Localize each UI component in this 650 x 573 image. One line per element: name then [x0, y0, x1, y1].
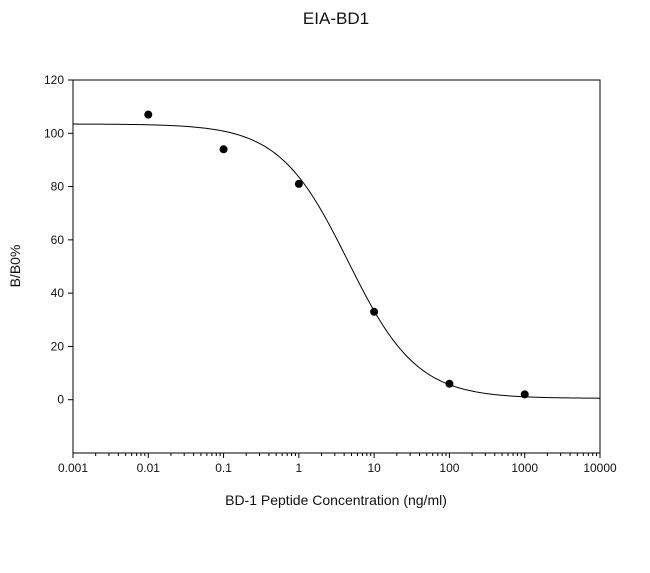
- chart-title: EIA-BD1: [303, 9, 369, 28]
- y-axis-title: B/B0%: [7, 245, 23, 288]
- y-tick-label: 100: [44, 126, 64, 140]
- y-tick-label: 60: [51, 233, 65, 247]
- data-point: [294, 179, 303, 188]
- plot-frame: [72, 79, 601, 454]
- x-tick-label: 0.1: [215, 461, 232, 475]
- x-axis-title: BD-1 Peptide Concentration (ng/ml): [225, 492, 447, 508]
- x-tick-label: 1000: [511, 461, 538, 475]
- x-tick-label: 10: [367, 461, 381, 475]
- x-tick-label: 1: [296, 461, 303, 475]
- data-point: [520, 390, 529, 399]
- y-tick-label: 40: [51, 286, 65, 300]
- x-tick-label: 10000: [583, 461, 617, 475]
- fit-curve-layer: [72, 123, 601, 399]
- y-axis: 0 20 40 60 80 100 120: [44, 73, 73, 407]
- fit-curve: [72, 123, 601, 399]
- y-tick-label: 20: [51, 339, 65, 353]
- data-point: [445, 379, 454, 388]
- x-tick-label: 100: [439, 461, 459, 475]
- y-tick-label: 120: [44, 73, 64, 87]
- x-axis: 0.001 0.01 0.1 1 10 100 1000 10000: [58, 453, 617, 475]
- x-tick-label: 0.001: [58, 461, 88, 475]
- data-point: [219, 145, 228, 154]
- data-points-layer: [144, 110, 529, 399]
- data-point: [370, 307, 379, 316]
- data-point: [144, 110, 153, 119]
- x-tick-label: 0.01: [137, 461, 161, 475]
- y-tick-label: 0: [57, 393, 64, 407]
- y-tick-label: 80: [51, 180, 65, 194]
